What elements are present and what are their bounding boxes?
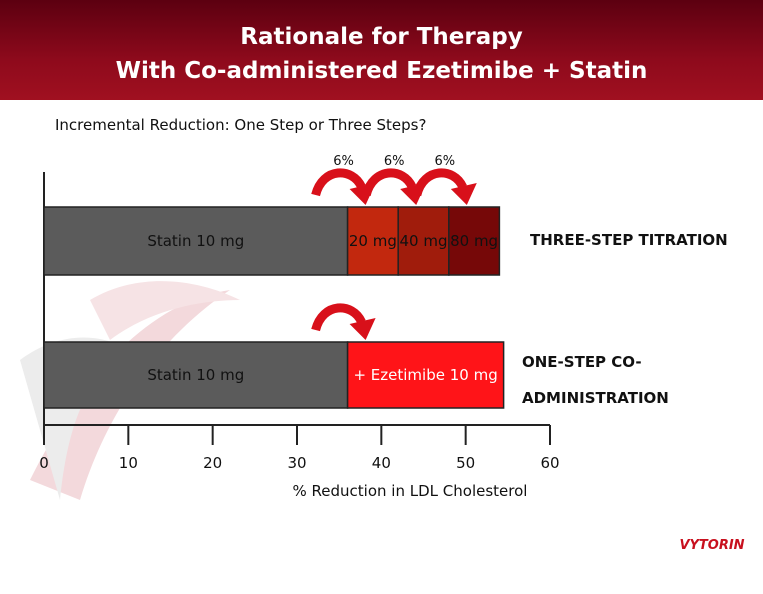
bar-segment [43, 206, 349, 276]
header: Rationale for Therapy With Co-administer… [0, 0, 763, 100]
logo: VYTORIN [679, 538, 744, 553]
segment-label: + Ezetimibe 10 mg [353, 366, 498, 384]
x-tick-label: 40 [372, 454, 391, 472]
x-tick-label: 0 [39, 454, 49, 472]
bar-segment [43, 341, 349, 409]
segment-label: 40 mg [399, 232, 448, 250]
value-label: 6% [434, 154, 455, 169]
segment-label: Statin 10 mg [147, 366, 245, 384]
subtitle: With Co-administered Ezetimibe + Statin [115, 58, 648, 84]
segment-label: Statin 10 mg [147, 232, 245, 250]
x-tick-label: 20 [203, 454, 222, 472]
step-arrow [311, 168, 366, 197]
step-arrow [311, 303, 366, 332]
bar-segment [346, 206, 399, 276]
segment-label: 20 mg [348, 232, 397, 250]
x-tick-label: 60 [540, 454, 559, 472]
bar-segment [448, 206, 501, 276]
step-arrow [412, 168, 467, 197]
step-arrowhead [450, 183, 477, 205]
value-label: 6% [384, 154, 405, 169]
title: Rationale for Therapy [240, 24, 523, 50]
step-arrow [361, 168, 417, 197]
x-tick-label: 50 [456, 454, 475, 472]
value-label: 6% [333, 154, 354, 169]
step-arrowhead [349, 318, 376, 340]
category-label: THREE-STEP TITRATION [530, 231, 728, 249]
x-tick-label: 10 [119, 454, 138, 472]
bar-segment [397, 206, 450, 276]
x-axis-label: % Reduction in LDL Cholesterol [293, 482, 528, 500]
x-tick-label: 30 [287, 454, 306, 472]
category-label: ONE-STEP CO-ADMINISTRATION [522, 353, 669, 407]
swoosh [30, 290, 230, 500]
swoosh [90, 281, 240, 340]
caption: Incremental Reduction: One Step or Three… [55, 116, 426, 134]
segment-label: 80 mg [450, 232, 499, 250]
bar-segment [346, 341, 505, 409]
